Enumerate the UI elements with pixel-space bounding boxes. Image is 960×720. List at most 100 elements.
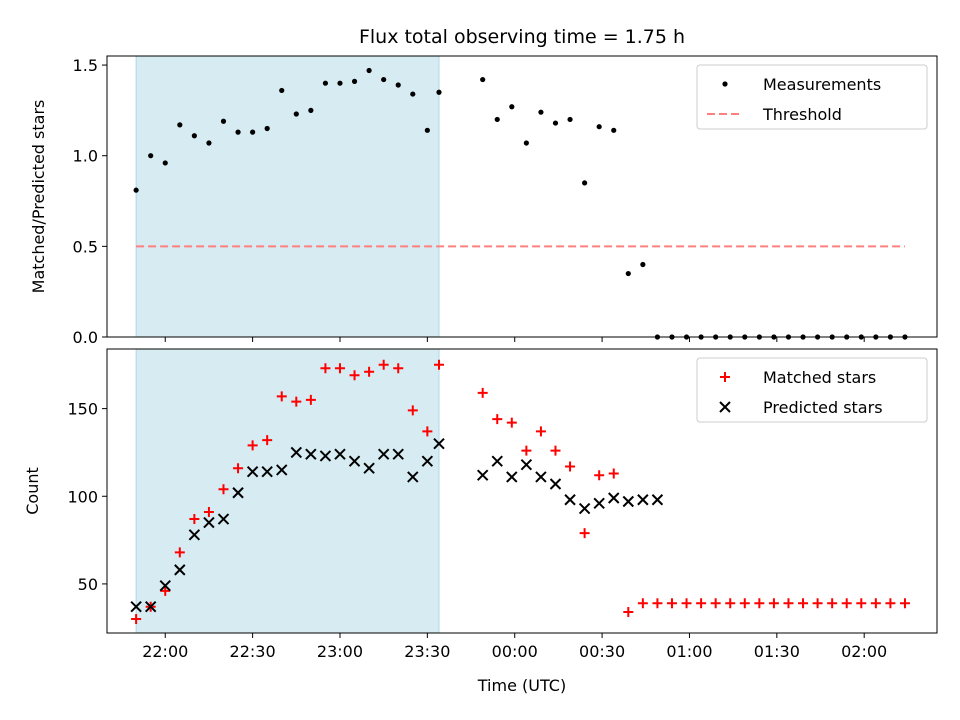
matched-star-point [594,470,605,481]
x-tick-label: 02:00 [841,642,887,661]
matched-star-point [535,426,546,437]
matched-star-point [870,598,881,609]
measurement-point [424,127,430,133]
matched-star-point [521,445,532,456]
matched-star-point [827,598,838,609]
matched-star-point [320,363,331,374]
x-tick-label: 22:00 [142,642,188,661]
measurement-point [264,125,270,132]
measurement-point [381,76,387,83]
measurement-point [337,80,343,86]
chart-title: Flux total observing time = 1.75 h [359,26,685,48]
measurement-point [133,187,139,193]
measurement-point [625,270,631,277]
y-tick-label: 100 [67,487,98,506]
matched-star-point [637,598,648,609]
predicted-star-point [377,448,390,460]
matched-star-point [174,547,185,558]
measurement-point [640,261,646,268]
predicted-star-point [203,516,215,529]
matched-star-point [798,598,809,609]
predicted-star-point [261,466,273,478]
matched-star-point [681,598,692,609]
predicted-star-point [549,478,562,490]
matched-star-point [550,445,561,456]
y-tick-label: 0.0 [73,328,98,347]
measurement-point [523,140,529,146]
predicted-star-point [407,471,419,483]
y-tick-label: 50 [78,575,98,594]
measurement-point [250,129,256,135]
x-tick-label: 00:30 [579,642,625,661]
measurement-point [235,129,241,135]
predicted-star-point [651,494,664,506]
measurement-point [162,160,168,166]
x-tick-label: 01:30 [754,642,800,661]
matched-star-point [378,359,389,370]
matched-star-point [885,598,896,609]
matched-star-point [262,435,273,446]
measurement-point [436,89,442,95]
matched-star-point [725,598,736,609]
legend-label: Threshold [762,105,842,124]
predicted-star-point [506,471,518,483]
measurement-point [494,116,500,123]
predicted-star-point [217,513,230,525]
y-axis-label: Count [23,467,42,515]
predicted-star-point [535,471,547,483]
matched-star-point [218,484,229,495]
matched-star-point [608,468,619,479]
y-tick-label: 1.0 [73,147,98,166]
predicted-star-point [174,564,186,576]
matched-star-point [710,598,721,609]
measurement-point [538,109,544,115]
predicted-star-point [564,494,576,506]
top-panel-ratio: 0.0 0.5 1.0 1.5 Matched/Predicted stars Measu… [29,55,938,347]
measurement-point [148,153,154,159]
measurement-point [206,140,212,146]
matched-star-point [160,585,171,596]
predicted-star-point [159,579,171,592]
matched-star-point [189,514,200,525]
x-tick-label: 23:30 [404,642,450,661]
measurement-point [220,118,227,124]
matched-star-point [565,461,576,472]
bottom-panel-counts: 22:00 22:30 23:00 23:30 00:00 00:30 01:00 01:30… [23,348,938,661]
matched-star-point [276,391,287,402]
x-axis-label: Time (UTC) [477,676,566,695]
matched-star-point [768,598,779,609]
matched-star-point [233,463,244,474]
matched-star-point [247,440,258,451]
observing-window-shade [135,55,440,338]
measurement-point [177,122,183,128]
measurement-point [410,91,416,97]
measurement-point [351,78,358,84]
measurement-point [191,133,197,139]
measurement-point [596,124,602,130]
predicted-star-point [144,600,157,613]
measurement-point [480,76,486,83]
matched-star-point [739,598,750,609]
predicted-star-point [188,529,201,541]
predicted-star-point [246,466,259,478]
matched-star-point [434,359,444,370]
measurement-point [293,111,299,117]
predicted-star-point [363,462,375,474]
x-tick-label: 00:00 [492,642,538,661]
predicted-star-point [290,446,303,459]
matched-star-point [477,387,488,398]
matched-star-point [783,598,794,609]
matched-star-point [334,363,345,374]
predicted-star-point [637,494,649,506]
x-tick-label: 01:00 [666,642,712,661]
measurement-point [567,116,573,123]
measurement-point [509,104,515,110]
matched-star-point [291,396,302,407]
matched-star-point [812,598,823,609]
legend-label: Matched stars [763,368,876,387]
matched-star-point [856,598,867,609]
matched-star-point [696,598,707,609]
x-tick-label: 22:30 [230,642,276,661]
predicted-star-point [491,455,503,467]
